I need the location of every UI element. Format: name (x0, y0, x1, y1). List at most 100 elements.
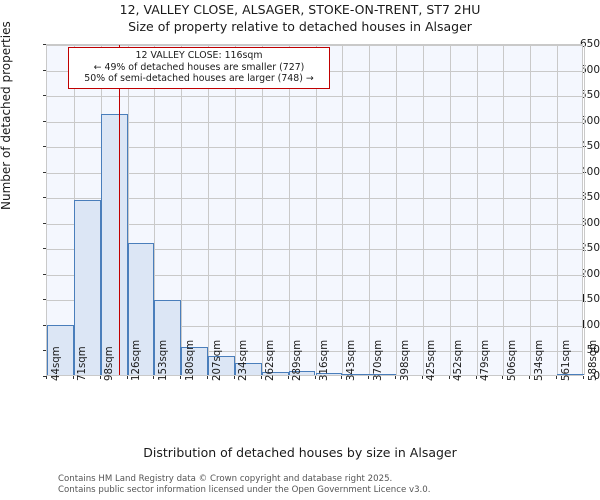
x-tick-label: 262sqm (265, 339, 277, 381)
x-tick-mark (260, 376, 262, 379)
x-tick-mark (368, 376, 370, 379)
bar (208, 355, 235, 375)
bar (47, 325, 74, 375)
gridline-vertical (181, 45, 183, 375)
x-tick-mark (583, 376, 584, 379)
x-tick-label: 398sqm (399, 339, 411, 381)
x-tick-label: 289sqm (292, 339, 304, 381)
gridline-horizontal (47, 147, 582, 149)
x-tick-label: 452sqm (453, 339, 465, 381)
x-tick-label: 207sqm (211, 339, 223, 381)
gridline-vertical (557, 45, 559, 375)
gridline-horizontal (47, 325, 582, 327)
x-tick-mark (180, 376, 182, 379)
x-tick-mark (314, 376, 316, 379)
gridline-horizontal (47, 249, 582, 251)
x-tick-mark (126, 376, 128, 379)
bar (154, 299, 182, 375)
x-tick-label: 370sqm (372, 339, 384, 381)
page-title: 12, VALLEY CLOSE, ALSAGER, STOKE-ON-TREN… (119, 2, 481, 17)
plot-area (46, 44, 585, 376)
y-tick-mark (43, 350, 46, 352)
y-tick-mark (43, 376, 46, 377)
gridline-vertical (530, 45, 532, 375)
x-tick-mark (287, 376, 289, 379)
bar (73, 199, 101, 375)
gridline-vertical (342, 45, 344, 375)
gridline-vertical (422, 45, 424, 375)
y-tick-mark (43, 120, 46, 122)
gridline-vertical (396, 45, 398, 375)
gridline-vertical (369, 45, 371, 375)
x-tick-mark (207, 376, 209, 379)
gridline-horizontal (47, 45, 582, 46)
y-tick-mark (43, 248, 46, 250)
x-tick-mark (448, 376, 450, 379)
y-tick-mark (43, 299, 46, 301)
y-tick-mark (43, 324, 46, 326)
x-tick-label: 316sqm (319, 339, 330, 381)
bar (181, 346, 209, 375)
gridline-vertical (127, 45, 129, 375)
gridline-horizontal (47, 351, 582, 353)
x-tick-mark (475, 376, 477, 379)
gridline-vertical (288, 45, 290, 375)
gridline-horizontal (47, 274, 582, 276)
y-tick-mark (43, 197, 46, 199)
x-tick-label: 71sqm (77, 346, 89, 381)
x-tick-label: 588sqm (587, 339, 599, 381)
gridline-vertical (234, 45, 236, 375)
gridline-vertical (584, 45, 585, 375)
gridline-horizontal (47, 121, 582, 123)
x-axis-label: Distribution of detached houses by size … (143, 445, 457, 460)
x-tick-mark (233, 376, 235, 379)
gridline-vertical (476, 45, 478, 375)
annotation-line-1: 12 VALLEY CLOSE: 116sqm (135, 50, 263, 61)
gridline-vertical (315, 45, 317, 375)
x-tick-mark (153, 376, 155, 379)
x-tick-label: 343sqm (345, 339, 357, 381)
bar (369, 373, 397, 375)
gridline-horizontal (47, 223, 582, 225)
x-tick-mark (46, 376, 47, 379)
footer-line-2: Contains public sector information licen… (58, 484, 431, 495)
annotation-line-2: ← 49% of detached houses are smaller (72… (93, 61, 305, 73)
x-tick-label: 153sqm (157, 339, 169, 381)
bar (557, 373, 584, 375)
y-tick-mark (43, 95, 46, 97)
annotation-box: 12 VALLEY CLOSE: 116sqm ← 49% of detache… (68, 47, 330, 89)
gridline-horizontal (47, 198, 582, 200)
annotation-line-3: 50% of semi-detached houses are larger (… (84, 73, 314, 84)
bar (261, 372, 289, 375)
x-tick-label: 180sqm (184, 339, 196, 381)
gridline-vertical (503, 45, 505, 375)
x-tick-mark (99, 376, 101, 379)
footer-attribution: Contains HM Land Registry data © Crown c… (58, 474, 598, 495)
y-tick-label: 0 (593, 370, 600, 382)
x-tick-mark (395, 376, 397, 379)
x-tick-label: 425sqm (426, 339, 438, 381)
x-tick-label: 561sqm (560, 339, 572, 381)
marker-line (118, 45, 121, 375)
y-tick-mark (43, 69, 46, 71)
y-tick-mark (43, 146, 46, 148)
x-tick-label: 479sqm (480, 339, 492, 381)
gridline-vertical (154, 45, 156, 375)
x-tick-label: 534sqm (533, 339, 545, 381)
x-tick-mark (502, 376, 504, 379)
bar (315, 372, 343, 375)
x-tick-mark (529, 376, 531, 379)
y-tick-mark (43, 171, 46, 173)
x-tick-mark (556, 376, 558, 379)
gridline-vertical (208, 45, 210, 375)
gridline-vertical (261, 45, 263, 375)
y-axis-label: Number of detached properties (0, 21, 13, 210)
gridline-horizontal (47, 300, 582, 302)
x-tick-mark (421, 376, 423, 379)
x-tick-label: 44sqm (50, 346, 62, 381)
y-tick-mark (43, 222, 46, 224)
gridline-horizontal (47, 172, 582, 174)
bar (342, 373, 370, 375)
bar (127, 243, 155, 375)
